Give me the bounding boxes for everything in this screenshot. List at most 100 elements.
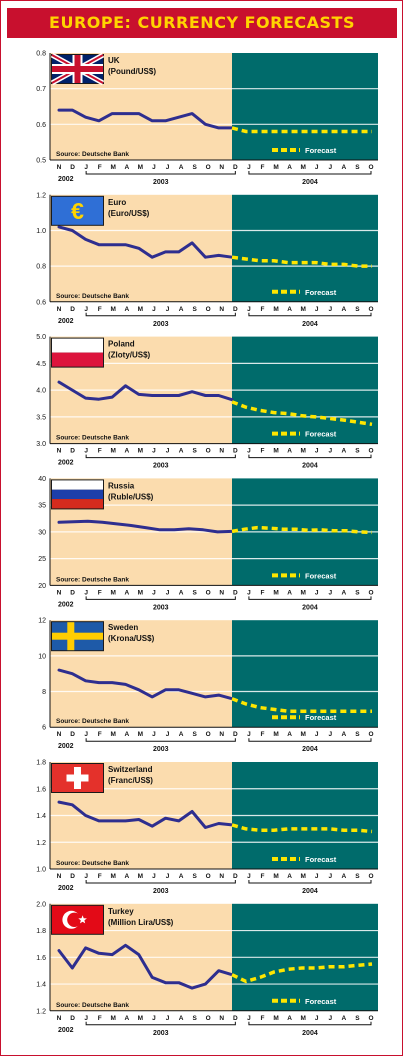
y-tick-label: 35: [38, 503, 46, 510]
x-tick-label: A: [179, 589, 184, 596]
y-tick-label: 10: [38, 653, 46, 660]
x-tick-label: J: [315, 731, 319, 738]
x-tick-label: F: [260, 164, 264, 171]
year-label: 2003: [153, 746, 169, 753]
year-bracket: [248, 312, 372, 317]
flag-star: [78, 915, 87, 924]
x-tick-label: J: [166, 731, 170, 738]
x-tick-label: J: [84, 164, 88, 171]
year-label: 2004: [302, 888, 318, 895]
x-tick-label: M: [138, 873, 143, 880]
legend-forecast-label: Forecast: [305, 855, 337, 864]
x-tick-label: M: [111, 873, 116, 880]
x-tick-label: S: [355, 589, 360, 596]
x-tick-label: S: [355, 731, 360, 738]
forecast-series-line: [231, 255, 372, 268]
y-tick-label: 4.5: [36, 361, 46, 368]
forecast-series-line: [231, 400, 373, 427]
sweden-flag: [51, 621, 104, 652]
source-note: Source: Deutsche Bank: [56, 718, 129, 725]
x-tick-label: O: [206, 306, 211, 313]
x-tick-label: M: [111, 1015, 116, 1022]
forecast-series-line: [231, 126, 372, 134]
y-tick-label: 1.8: [36, 928, 46, 935]
x-tick-label: S: [192, 1015, 197, 1022]
source-note: Source: Deutsche Bank: [56, 1002, 129, 1009]
x-tick-label: M: [300, 164, 305, 171]
x-tick-label: O: [368, 873, 373, 880]
year-label: 2002: [58, 601, 74, 608]
y-tick-label: 1.8: [36, 760, 46, 767]
x-tick-label: D: [233, 873, 238, 880]
x-tick-label: O: [368, 589, 373, 596]
x-tick-label: D: [233, 589, 238, 596]
x-tick-label: J: [166, 589, 170, 596]
source-note: Source: Deutsche Bank: [56, 293, 129, 300]
x-tick-label: M: [273, 589, 278, 596]
x-tick-label: D: [233, 164, 238, 171]
x-tick-label: O: [368, 164, 373, 171]
source-note: Source: Deutsche Bank: [56, 435, 129, 442]
x-tick-label: A: [287, 589, 292, 596]
title-bar: EUROPE: CURRENCY FORECASTS: [7, 8, 397, 38]
year-label: 2003: [153, 321, 169, 328]
y-tick-label: 20: [38, 583, 46, 590]
x-tick-label: N: [57, 164, 62, 171]
y-tick-label: 0.7: [36, 86, 46, 93]
x-tick-label: D: [70, 448, 75, 455]
forecast-series-line: [231, 962, 373, 984]
year-bracket: [248, 738, 372, 742]
y-tick-label: 0.6: [36, 122, 46, 129]
x-tick-label: A: [124, 589, 129, 596]
x-tick-label: N: [57, 1015, 62, 1022]
y-tick-label: 3.5: [36, 414, 46, 421]
x-tick-label: O: [368, 448, 373, 455]
chart-panel-turkey: 2.0 1.8 1.6 1.4 1.2 N D J F M A M J J A S O N D J F M A M J J A S O 2…: [36, 901, 378, 1037]
chart-panel-sweden: 12 10 8 6 N D J F M A M J J A S O N D J F M A M J J A S O 2002 2003 20…: [38, 618, 378, 753]
x-tick-label: J: [247, 1015, 251, 1022]
switzerland-flag: [51, 763, 104, 793]
y-tick-label: 1.6: [36, 955, 46, 962]
x-tick-label: M: [300, 589, 305, 596]
x-tick-label: D: [233, 1015, 238, 1022]
legend-forecast-label: Forecast: [305, 288, 337, 297]
year-label: 2004: [302, 1030, 318, 1037]
x-tick-label: M: [273, 306, 278, 313]
x-tick-label: J: [152, 1015, 156, 1022]
actual-series-line: [57, 800, 234, 829]
x-tick-label: J: [84, 589, 88, 596]
x-tick-label: O: [368, 731, 373, 738]
x-tick-label: M: [138, 306, 143, 313]
x-tick-label: M: [111, 731, 116, 738]
legend-forecast-label: Forecast: [305, 146, 337, 155]
y-tick-label: 1.6: [36, 786, 46, 793]
x-tick-label: O: [368, 1015, 373, 1022]
actual-series-line: [57, 943, 234, 990]
x-tick-label: S: [355, 448, 360, 455]
year-label: 2004: [302, 604, 318, 611]
year-bracket: [85, 596, 236, 600]
x-tick-label: F: [98, 306, 102, 313]
x-tick-label: M: [138, 1015, 143, 1022]
year-bracket: [248, 880, 372, 884]
forecast-background: [232, 620, 378, 728]
x-tick-label: M: [138, 164, 143, 171]
y-tick-label: 3.0: [36, 441, 46, 448]
turkey-flag: [51, 904, 104, 935]
chart-panel-euro: 1.2 1.0 0.8 0.6 N D J F M A M J J A S O N D J F M A M J J A S O 2002…: [36, 192, 378, 328]
forecast-background: [232, 194, 378, 302]
x-tick-label: O: [206, 1015, 211, 1022]
x-tick-label: A: [342, 1015, 347, 1022]
x-tick-label: A: [287, 731, 292, 738]
year-label: 2003: [153, 179, 169, 186]
x-tick-label: N: [57, 589, 62, 596]
x-tick-label: A: [287, 164, 292, 171]
x-tick-label: M: [273, 1015, 278, 1022]
x-tick-label: A: [124, 1015, 129, 1022]
x-tick-label: N: [219, 731, 224, 738]
x-tick-label: S: [192, 448, 197, 455]
unit-label: (Euro/US$): [108, 209, 150, 218]
forecast-series-line: [231, 823, 373, 834]
country-label: Poland: [108, 340, 135, 349]
